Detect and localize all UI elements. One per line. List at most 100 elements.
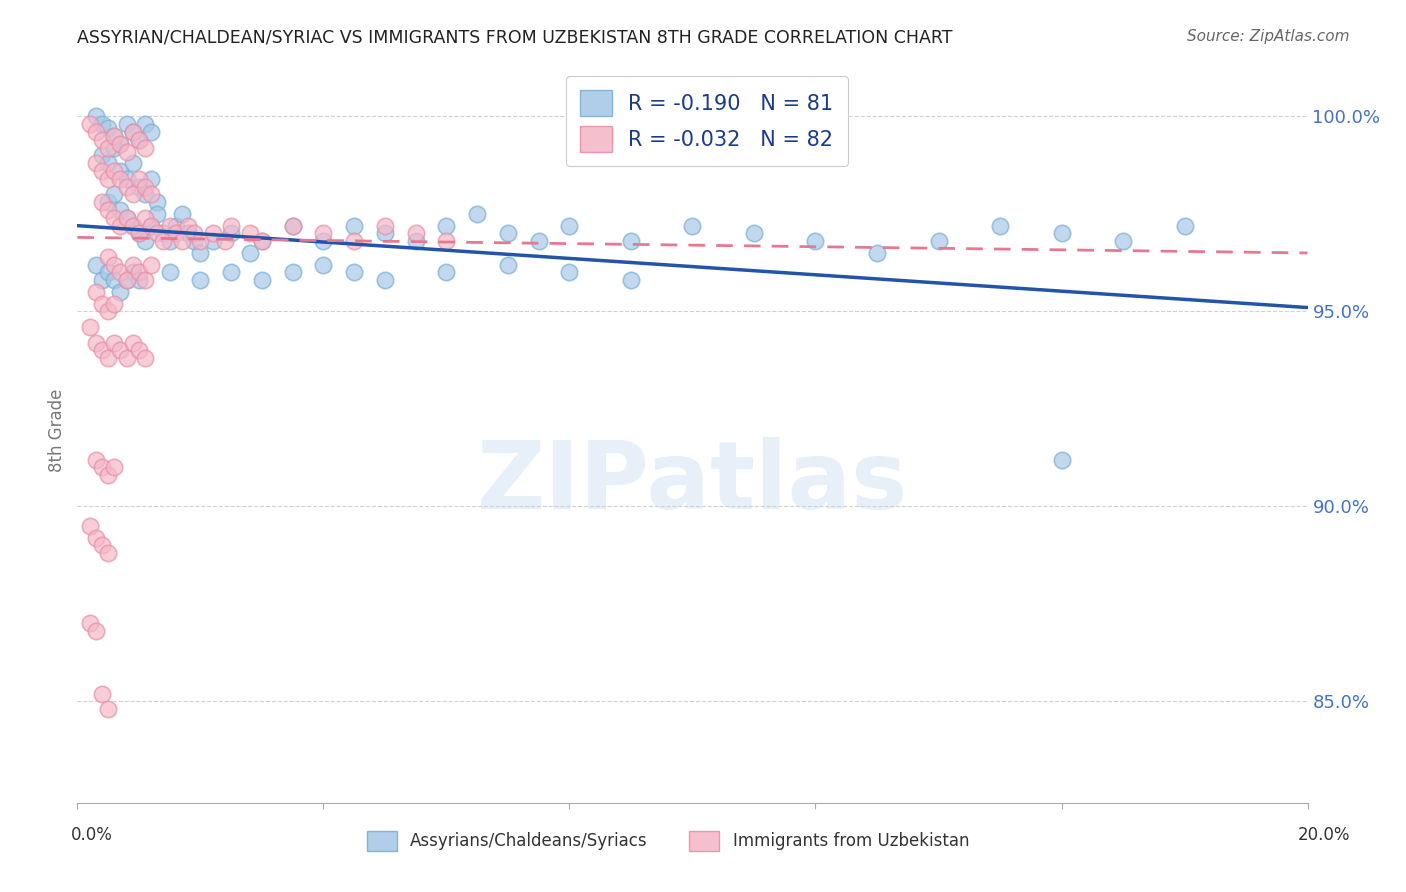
Point: [121, 258, 143, 272]
Point: [928, 234, 950, 248]
Point: [115, 211, 138, 225]
Point: [84, 156, 107, 170]
Point: [79, 519, 101, 533]
Text: Source: ZipAtlas.com: Source: ZipAtlas.com: [1187, 29, 1350, 44]
Point: [405, 234, 427, 248]
Point: [90, 164, 114, 178]
Point: [110, 343, 132, 358]
Point: [97, 468, 120, 483]
Point: [79, 320, 101, 334]
Point: [90, 195, 114, 210]
Point: [343, 234, 366, 248]
Point: [558, 265, 581, 279]
Point: [128, 133, 150, 147]
Point: [103, 128, 125, 143]
Point: [239, 227, 262, 241]
Point: [103, 187, 125, 202]
Point: [436, 219, 458, 233]
Point: [312, 258, 335, 272]
Point: [121, 125, 143, 139]
Point: [97, 250, 120, 264]
Point: [214, 234, 236, 248]
Point: [121, 219, 143, 233]
Point: [97, 195, 120, 210]
Point: [152, 227, 174, 241]
Point: [90, 687, 114, 701]
Point: [201, 234, 224, 248]
Point: [527, 234, 550, 248]
Point: [141, 219, 163, 233]
Point: [97, 141, 120, 155]
Point: [128, 227, 150, 241]
Point: [312, 234, 335, 248]
Point: [90, 538, 114, 552]
Point: [239, 246, 262, 260]
Point: [128, 133, 150, 147]
Point: [79, 616, 101, 631]
Point: [121, 156, 143, 170]
Point: [84, 110, 107, 124]
Point: [110, 285, 132, 299]
Point: [110, 202, 132, 217]
Point: [134, 187, 156, 202]
Point: [84, 258, 107, 272]
Point: [79, 117, 101, 131]
Point: [128, 343, 150, 358]
Point: [121, 187, 143, 202]
Text: ASSYRIAN/CHALDEAN/SYRIAC VS IMMIGRANTS FROM UZBEKISTAN 8TH GRADE CORRELATION CHA: ASSYRIAN/CHALDEAN/SYRIAC VS IMMIGRANTS F…: [77, 29, 953, 46]
Point: [188, 246, 212, 260]
Point: [97, 172, 120, 186]
Point: [1112, 234, 1135, 248]
Text: ZIPatlas: ZIPatlas: [477, 436, 908, 529]
Y-axis label: 8th Grade: 8th Grade: [48, 389, 66, 472]
Point: [866, 246, 889, 260]
Point: [84, 452, 107, 467]
Point: [128, 227, 150, 241]
Point: [121, 265, 143, 279]
Point: [128, 265, 150, 279]
Point: [250, 234, 273, 248]
Point: [97, 702, 120, 716]
Point: [115, 179, 138, 194]
Point: [436, 234, 458, 248]
Point: [97, 546, 120, 560]
Point: [103, 128, 125, 143]
Point: [84, 285, 107, 299]
Point: [1050, 227, 1073, 241]
Point: [90, 343, 114, 358]
Point: [97, 304, 120, 318]
Point: [90, 273, 114, 287]
Point: [84, 335, 107, 350]
Point: [90, 296, 114, 310]
Point: [121, 125, 143, 139]
Point: [146, 227, 169, 241]
Point: [159, 219, 181, 233]
Point: [988, 219, 1011, 233]
Point: [177, 227, 200, 241]
Point: [115, 273, 138, 287]
Point: [134, 234, 156, 248]
Point: [188, 234, 212, 248]
Point: [110, 265, 132, 279]
Point: [159, 234, 181, 248]
Point: [343, 219, 366, 233]
Point: [103, 211, 125, 225]
Point: [374, 219, 396, 233]
Point: [250, 273, 273, 287]
Point: [128, 273, 150, 287]
Point: [103, 258, 125, 272]
Point: [103, 296, 125, 310]
Point: [219, 265, 242, 279]
Point: [405, 227, 427, 241]
Point: [134, 117, 156, 131]
Point: [134, 351, 156, 366]
Point: [804, 234, 827, 248]
Point: [146, 195, 169, 210]
Point: [170, 234, 193, 248]
Point: [128, 172, 150, 186]
Point: [84, 531, 107, 545]
Point: [103, 141, 125, 155]
Point: [343, 265, 366, 279]
Point: [90, 133, 114, 147]
Point: [177, 219, 200, 233]
